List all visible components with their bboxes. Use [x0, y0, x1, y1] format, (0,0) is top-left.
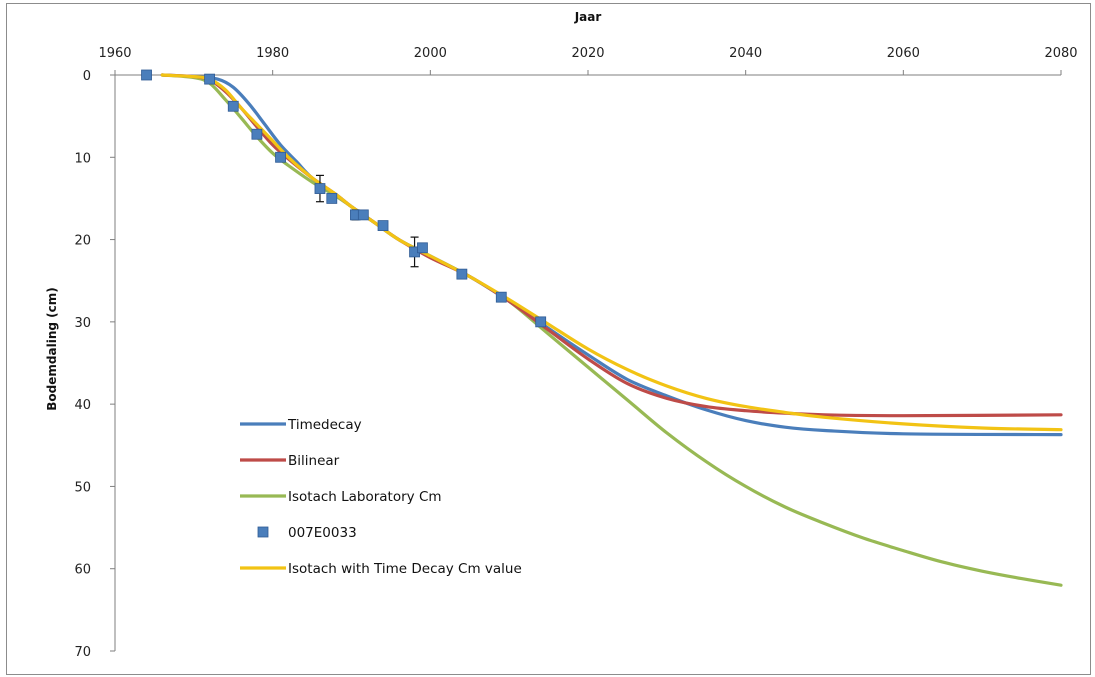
x-tick-label: 2060	[887, 46, 920, 61]
x-tick-label: 1980	[256, 46, 289, 61]
data-point-marker	[227, 100, 239, 112]
x-tick-label: 2000	[414, 46, 447, 61]
series-line-bilinear	[160, 73, 1063, 418]
chart-frame	[6, 3, 1091, 675]
data-point-marker	[326, 193, 338, 204]
series-line-isotach-laboratory-cm	[160, 73, 1063, 587]
y-tick-label: 40	[74, 398, 91, 413]
data-point-marker	[357, 209, 369, 221]
series-line-timedecay	[160, 73, 1063, 437]
data-point-marker	[275, 151, 286, 163]
data-point-marker	[204, 73, 216, 85]
legend-label: 007E0033	[288, 525, 357, 541]
x-tick-label: 2080	[1044, 46, 1077, 61]
legend-marker	[257, 526, 269, 538]
data-point-marker	[535, 316, 547, 328]
y-tick-label: 10	[74, 151, 91, 166]
y-tick-label: 0	[83, 69, 91, 84]
x-tick-label: 2040	[729, 46, 762, 61]
data-point-marker	[377, 220, 389, 231]
legend-label: Isotach with Time Decay Cm value	[288, 561, 522, 577]
x-tick-label: 1960	[98, 46, 131, 61]
y-tick-label: 20	[74, 234, 91, 249]
x-axis-title: Jaar	[574, 10, 602, 24]
data-point-marker	[314, 183, 326, 194]
data-point-marker	[495, 291, 507, 303]
y-tick-label: 70	[74, 645, 91, 660]
y-tick-label: 30	[74, 316, 91, 331]
data-point-marker	[141, 69, 152, 81]
x-tick-label: 2020	[571, 46, 604, 61]
data-point-marker	[251, 128, 263, 140]
legend-label: Timedecay	[287, 417, 362, 433]
series-line-isotach-with-time-decay-cm-value	[160, 73, 1063, 432]
data-point-marker	[417, 242, 428, 254]
y-tick-label: 60	[74, 563, 91, 578]
data-point-marker	[456, 268, 468, 280]
legend-label: Bilinear	[288, 453, 340, 469]
y-tick-label: 50	[74, 480, 91, 495]
legend-label: Isotach Laboratory Cm	[288, 489, 442, 505]
y-axis-title: Bodemdaling (cm)	[45, 287, 59, 410]
